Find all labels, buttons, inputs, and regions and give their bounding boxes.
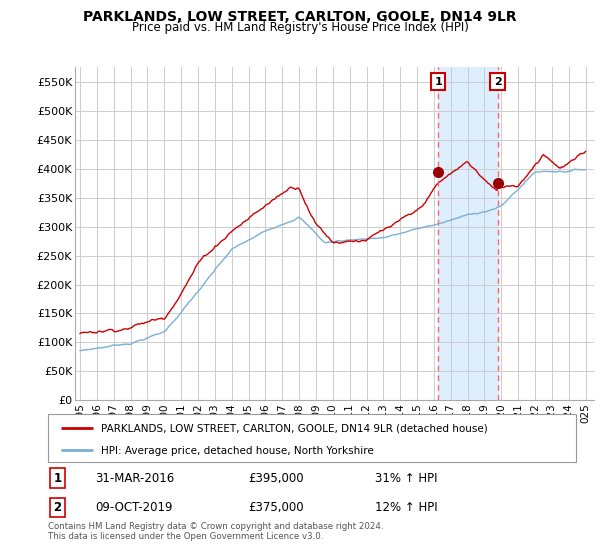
Text: 1: 1 — [434, 77, 442, 87]
Text: 2: 2 — [53, 501, 62, 514]
Text: £395,000: £395,000 — [248, 472, 304, 484]
FancyBboxPatch shape — [48, 414, 576, 462]
Text: 09-OCT-2019: 09-OCT-2019 — [95, 501, 173, 514]
Text: 31-MAR-2016: 31-MAR-2016 — [95, 472, 175, 484]
Text: HPI: Average price, detached house, North Yorkshire: HPI: Average price, detached house, Nort… — [101, 446, 374, 456]
Text: 1: 1 — [53, 472, 62, 484]
Text: PARKLANDS, LOW STREET, CARLTON, GOOLE, DN14 9LR (detached house): PARKLANDS, LOW STREET, CARLTON, GOOLE, D… — [101, 424, 488, 433]
Bar — [438, 67, 497, 400]
Text: Price paid vs. HM Land Registry's House Price Index (HPI): Price paid vs. HM Land Registry's House … — [131, 21, 469, 34]
Text: Contains HM Land Registry data © Crown copyright and database right 2024.
This d: Contains HM Land Registry data © Crown c… — [48, 522, 383, 542]
Text: 2: 2 — [494, 77, 502, 87]
Text: 12% ↑ HPI: 12% ↑ HPI — [376, 501, 438, 514]
Text: PARKLANDS, LOW STREET, CARLTON, GOOLE, DN14 9LR: PARKLANDS, LOW STREET, CARLTON, GOOLE, D… — [83, 10, 517, 24]
Text: £375,000: £375,000 — [248, 501, 304, 514]
Text: 31% ↑ HPI: 31% ↑ HPI — [376, 472, 438, 484]
